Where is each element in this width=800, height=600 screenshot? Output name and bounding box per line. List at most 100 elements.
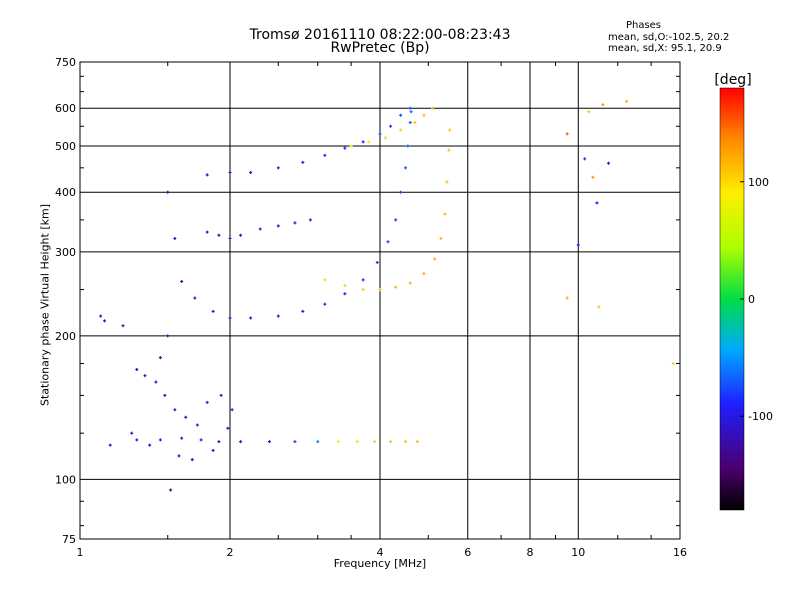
data-point [154,380,158,384]
data-point [180,436,184,440]
data-point [431,106,435,110]
x-tick-label: 8 [527,546,534,559]
colorbar-tick-label: 0 [748,293,755,306]
y-tick-label: 100 [55,473,76,486]
data-point [422,272,426,276]
data-point [249,170,253,174]
data-point [205,400,209,404]
data-point [367,140,371,144]
data-point [158,356,162,360]
data-point [383,136,387,140]
data-point [355,440,359,444]
data-point [378,132,382,136]
colorbar-tick-label: 100 [748,176,769,189]
data-point [276,314,280,318]
y-tick-label: 500 [55,140,76,153]
data-point [205,230,209,234]
data-point [399,113,403,117]
data-point [190,458,194,462]
data-point [166,334,170,338]
x-tick-label: 10 [571,546,585,559]
y-tick-label: 600 [55,102,76,115]
data-point [565,132,569,136]
data-point [443,212,447,216]
data-point [378,288,382,292]
data-point [276,166,280,170]
data-point [565,296,569,300]
data-point [591,175,595,179]
data-point [228,236,232,240]
y-tick-label: 400 [55,186,76,199]
data-point [301,309,305,313]
data-point [361,140,365,144]
x-tick-label: 2 [227,546,234,559]
data-point [576,243,580,247]
data-point [230,408,234,412]
data-point [373,440,377,444]
data-point [239,440,243,444]
data-point [193,296,197,300]
colorbar-ticks: 100 0 -100 [740,176,773,423]
data-point [180,279,184,283]
data-point [184,415,188,419]
y-tick-label: 750 [55,56,76,69]
data-point [595,201,599,205]
data-point [399,128,403,132]
data-point [403,166,407,170]
data-point [409,110,413,114]
data-point [375,260,379,264]
data-point [195,423,199,427]
data-point [108,443,112,447]
y-tick-label: 200 [55,330,76,343]
data-point [293,221,297,225]
data-point [121,324,125,328]
data-point [177,454,181,458]
data-point [166,190,170,194]
plot-frame [79,61,681,540]
data-point [448,128,452,132]
data-point [361,278,365,282]
colorbar-label: [deg] [714,72,751,88]
data-point [433,257,437,261]
data-point [219,393,223,397]
y-tick-label: 300 [55,246,76,259]
data-point [343,283,347,287]
y-tick-label: 75 [62,533,76,546]
data-point [601,103,605,107]
x-tick-label: 1 [77,546,84,559]
data-point [148,443,152,447]
phase-stats-x: mean, sd,X: 95.1, 20.9 [608,43,722,54]
data-point [389,440,393,444]
data-point [413,121,417,125]
data-point [415,440,419,444]
data-point [239,233,243,237]
data-point [361,288,365,292]
axis-ticks: 1 2 4 6 8 10 16 75 100 200 300 400 500 600 750 [55,56,687,559]
data-point [158,438,162,442]
data-points [99,99,675,492]
data-point [323,153,327,157]
x-axis-label: Frequency [MHz] [333,557,427,570]
data-point [217,233,221,237]
data-point [422,113,426,117]
data-point [163,393,167,397]
data-point [130,431,134,435]
data-point [293,440,297,444]
x-tick-label: 4 [377,546,384,559]
data-point [301,160,305,164]
data-point [399,190,403,194]
data-point [217,440,221,444]
data-point [394,218,398,222]
data-point [267,440,271,444]
data-point [135,367,139,371]
data-point [343,146,347,150]
data-point [406,144,410,148]
data-point [103,319,107,323]
data-point [607,161,611,165]
chart-title: Tromsø 20161110 08:22:00-08:23:43 [249,27,511,43]
data-point [249,316,253,320]
x-tick-label: 16 [673,546,687,559]
data-point [408,281,412,285]
data-point [336,440,340,444]
data-point [583,157,587,161]
